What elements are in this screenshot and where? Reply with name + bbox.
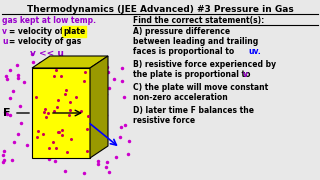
Text: A) pressure difference: A) pressure difference xyxy=(133,27,230,36)
Text: F: F xyxy=(3,108,11,118)
Text: Thermodynamics (JEE Advanced) #3 Pressure in Gas: Thermodynamics (JEE Advanced) #3 Pressur… xyxy=(27,5,293,14)
Text: v: v xyxy=(2,27,7,36)
Text: non-zero acceleration: non-zero acceleration xyxy=(133,93,228,102)
Polygon shape xyxy=(90,56,108,158)
Text: v: v xyxy=(243,70,248,79)
Text: gas kept at low temp.: gas kept at low temp. xyxy=(2,16,96,25)
Text: uv.: uv. xyxy=(248,47,261,56)
Text: between leading and trailing: between leading and trailing xyxy=(133,37,258,46)
Polygon shape xyxy=(32,56,108,68)
Text: = velocity of gas: = velocity of gas xyxy=(9,37,81,46)
Text: D) later time F balances the: D) later time F balances the xyxy=(133,106,254,115)
Text: resistive force: resistive force xyxy=(133,116,195,125)
Text: C) the plate will move constant: C) the plate will move constant xyxy=(133,83,268,92)
Text: the plate is proportional to: the plate is proportional to xyxy=(133,70,253,79)
Text: = velocity of: = velocity of xyxy=(9,27,63,36)
Polygon shape xyxy=(32,68,90,158)
Text: u: u xyxy=(2,37,7,46)
Text: faces is proportional to: faces is proportional to xyxy=(133,47,237,56)
Text: v << u: v << u xyxy=(30,49,64,58)
Text: B) resistive force experienced by: B) resistive force experienced by xyxy=(133,60,276,69)
Text: plate: plate xyxy=(63,27,85,36)
Text: Find the correct statement(s):: Find the correct statement(s): xyxy=(133,16,264,25)
